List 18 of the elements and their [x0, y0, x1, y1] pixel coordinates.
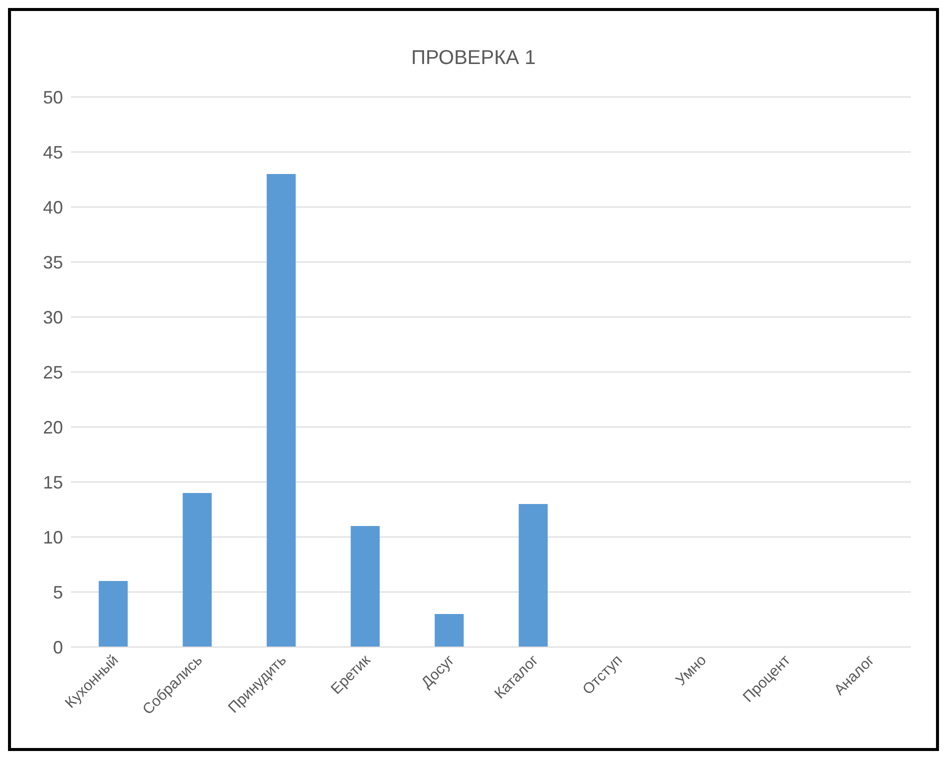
bar — [434, 614, 464, 647]
bar — [98, 581, 128, 647]
y-tick-label: 45 — [42, 142, 63, 162]
y-tick-label: 30 — [42, 307, 63, 328]
bar — [266, 174, 296, 647]
y-tick-label: 5 — [52, 582, 63, 602]
bar — [518, 504, 548, 647]
y-tick-label: 0 — [52, 637, 63, 658]
y-tick-label: 40 — [42, 197, 63, 218]
y-tick-label: 35 — [42, 252, 63, 272]
y-tick-label: 50 — [42, 87, 63, 108]
y-tick-label: 10 — [42, 527, 63, 548]
bar — [350, 526, 380, 647]
chart-title: ПРОВЕРКА 1 — [410, 46, 537, 71]
y-tick-label: 25 — [42, 362, 63, 382]
y-tick-label: 20 — [42, 417, 63, 438]
y-tick-label: 15 — [42, 472, 63, 492]
bar — [182, 493, 212, 647]
